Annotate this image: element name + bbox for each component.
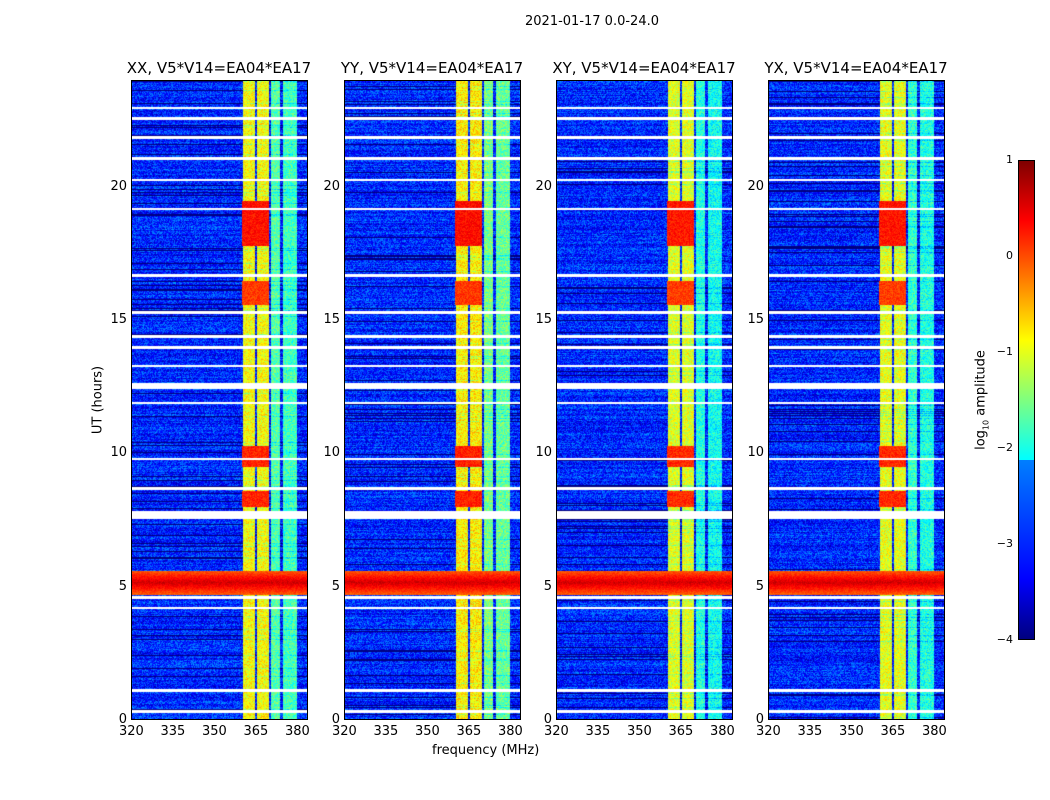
y-tick-label: 10: [110, 445, 127, 461]
x-tick-label: 365: [456, 724, 482, 739]
heatmap-cells: [769, 81, 944, 719]
panel-title: XY, V5*V14=EA04*EA17: [552, 59, 736, 77]
y-tick-label: 10: [535, 445, 552, 461]
heatmap-cells: [557, 81, 732, 719]
y-tick-label: 0: [755, 712, 764, 727]
x-tick-label: 365: [880, 724, 906, 739]
colorbar-label: log10 amplitude: [973, 350, 991, 450]
x-tick-label: 320: [119, 724, 144, 739]
panel-title: YX, V5*V14=EA04*EA17: [764, 59, 948, 77]
y-axis-label: UT (hours): [90, 365, 106, 435]
heatmap-cells: [345, 81, 520, 719]
y-tick-label: 10: [323, 445, 340, 461]
heatmap-cells: [132, 81, 307, 719]
x-tick-label: 350: [626, 724, 652, 739]
x-tick-label: 335: [160, 724, 186, 739]
x-tick-label: 335: [797, 724, 823, 739]
y-tick-label: 0: [331, 712, 340, 727]
x-tick-label: 380: [284, 724, 310, 739]
y-tick-label: 5: [543, 578, 552, 594]
x-tick-label: 350: [201, 724, 227, 739]
y-tick-label: 20: [535, 178, 552, 194]
x-tick-label: 320: [332, 724, 357, 739]
x-tick-label: 320: [756, 724, 781, 739]
y-tick-label: 10: [747, 445, 764, 461]
colorbar-tick-label: −3: [996, 537, 1013, 550]
waterfall-panel: [556, 80, 733, 720]
y-tick-label: 15: [110, 312, 127, 327]
waterfall-panel: [344, 80, 521, 720]
x-tick-label: 380: [921, 724, 947, 739]
x-tick-label: 365: [243, 724, 269, 739]
y-tick-label: 15: [747, 312, 764, 327]
x-axis-label: frequency (MHz): [432, 743, 540, 758]
y-tick-label: 15: [323, 312, 340, 327]
y-tick-label: 0: [118, 712, 127, 727]
x-tick-label: 380: [709, 724, 735, 739]
waterfall-panel: [131, 80, 308, 720]
y-tick-label: 0: [543, 712, 552, 727]
x-tick-label: 350: [414, 724, 440, 739]
y-tick-label: 20: [747, 178, 764, 194]
y-tick-label: 5: [331, 578, 340, 594]
y-tick-label: 5: [118, 578, 127, 594]
y-tick-label: 20: [110, 178, 127, 194]
x-tick-label: 350: [838, 724, 864, 739]
x-tick-label: 380: [497, 724, 523, 739]
waterfall-panel: [768, 80, 945, 720]
y-tick-label: 5: [755, 578, 764, 594]
figure-title: 2021-01-17 0.0-24.0: [525, 14, 659, 29]
x-tick-label: 365: [668, 724, 694, 739]
colorbar-tick-label: −2: [996, 441, 1013, 454]
panel-title: XX, V5*V14=EA04*EA17: [126, 59, 312, 77]
colorbar-tick-label: −1: [996, 345, 1013, 358]
panel-title: YY, V5*V14=EA04*EA17: [340, 59, 524, 77]
colorbar: [1018, 160, 1035, 640]
y-tick-label: 20: [323, 178, 340, 194]
x-tick-label: 335: [373, 724, 399, 739]
x-tick-label: 320: [544, 724, 569, 739]
colorbar-tick-label: 0: [1006, 249, 1013, 262]
x-tick-label: 335: [585, 724, 611, 739]
y-tick-label: 15: [535, 312, 552, 327]
colorbar-tick-label: 1: [1006, 153, 1013, 166]
colorbar-tick-label: −4: [996, 633, 1013, 646]
